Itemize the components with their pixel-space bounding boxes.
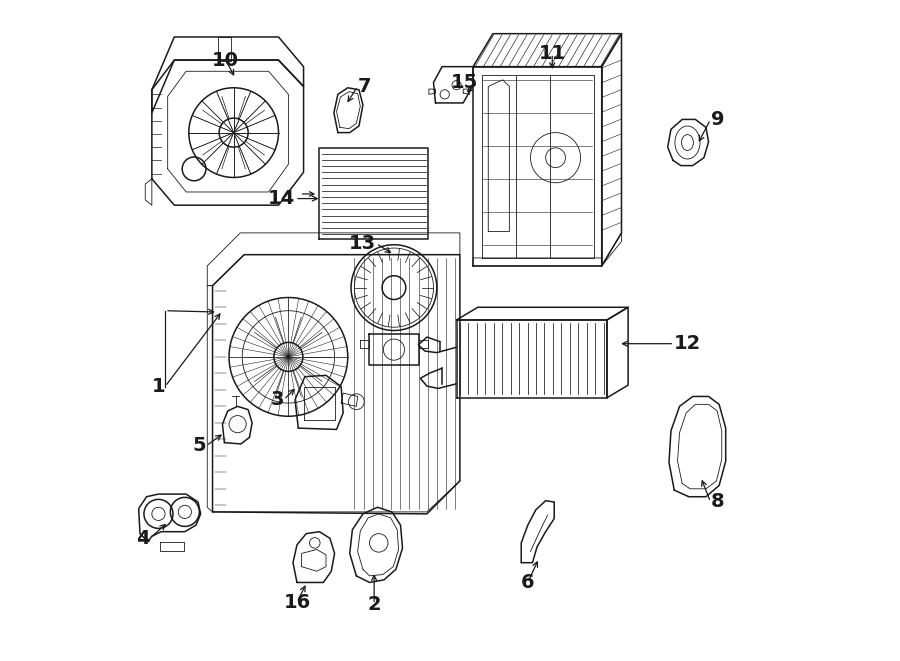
Text: 7: 7 [357, 77, 371, 96]
Text: 14: 14 [267, 189, 295, 208]
Text: 9: 9 [710, 110, 724, 129]
Text: 8: 8 [710, 492, 724, 512]
Text: 11: 11 [538, 44, 566, 63]
Text: 5: 5 [193, 436, 206, 455]
Text: 13: 13 [349, 234, 376, 253]
Text: 2: 2 [367, 595, 381, 614]
Text: 15: 15 [451, 73, 478, 92]
Text: 1: 1 [151, 377, 165, 396]
Text: 6: 6 [521, 573, 535, 592]
Text: 10: 10 [212, 50, 239, 69]
Text: 4: 4 [136, 529, 150, 548]
Text: 3: 3 [270, 390, 284, 409]
Text: 16: 16 [284, 593, 310, 612]
Text: 12: 12 [674, 334, 701, 353]
